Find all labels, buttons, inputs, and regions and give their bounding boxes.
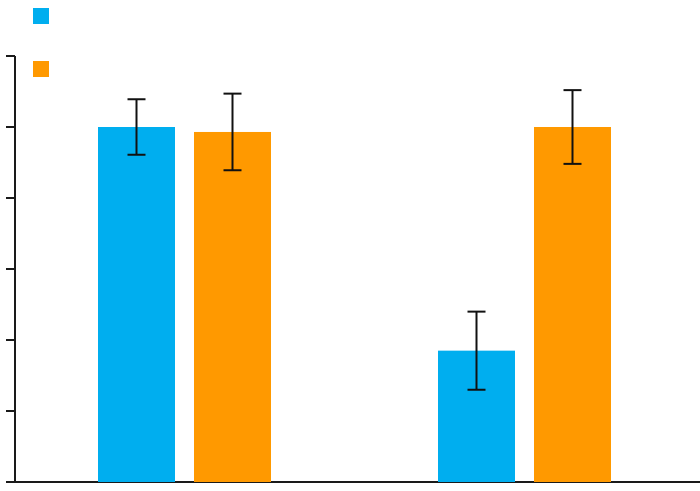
legend-swatch xyxy=(33,8,49,24)
legend-swatch xyxy=(33,61,49,77)
bar xyxy=(98,127,175,482)
bar xyxy=(194,131,271,482)
bar xyxy=(534,127,611,482)
